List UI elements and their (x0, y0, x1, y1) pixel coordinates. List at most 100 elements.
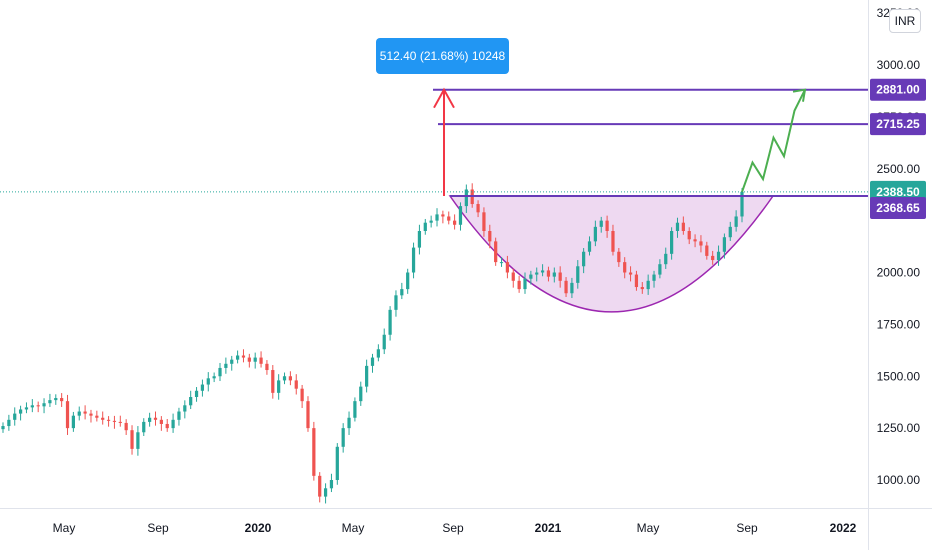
candle (458, 202, 463, 231)
candle-body (241, 355, 246, 358)
candle (617, 248, 621, 267)
candle-body (552, 272, 556, 277)
y-tick-label: 2500.00 (877, 162, 921, 176)
candle-body (42, 403, 46, 407)
candle-body (259, 357, 263, 364)
candle-body (148, 417, 152, 422)
candle (306, 396, 310, 432)
candle (494, 237, 498, 266)
candle-body (235, 355, 240, 360)
candle-body (628, 272, 633, 275)
candle-body (288, 376, 293, 381)
candle (400, 282, 404, 300)
candle (124, 419, 128, 435)
candle (142, 418, 146, 437)
candle-body (282, 376, 287, 381)
candle (376, 344, 380, 362)
candle-body (593, 226, 597, 242)
candle-body (623, 262, 627, 273)
candle-body (570, 282, 574, 294)
candle (740, 188, 744, 223)
candle-body (218, 367, 222, 377)
candle-body (159, 419, 163, 424)
candle-body (18, 409, 23, 414)
candle (277, 374, 281, 400)
candle (294, 374, 298, 395)
candle-body (417, 231, 422, 248)
candle-body (118, 421, 122, 423)
candle-body (341, 428, 345, 447)
candle-body (558, 272, 562, 281)
x-tick-label: 2022 (830, 521, 857, 535)
candle-body (740, 191, 744, 217)
candle-body (711, 255, 715, 261)
candle (406, 268, 410, 294)
candle (318, 472, 322, 503)
projection-path (741, 89, 806, 193)
candle (36, 401, 40, 413)
candle-body (95, 415, 99, 418)
candle (517, 275, 521, 293)
candle (60, 393, 64, 407)
candle-body (7, 419, 11, 427)
candle-body (253, 357, 257, 362)
candle-body (476, 204, 480, 213)
candle-body (300, 388, 304, 402)
candle (687, 227, 691, 245)
candle (241, 349, 246, 363)
candle (54, 394, 58, 405)
candle-body (77, 411, 81, 416)
candle-body (423, 222, 427, 231)
candle (288, 371, 293, 386)
y-tick-label: 2000.00 (877, 266, 921, 280)
candle-body (353, 401, 357, 418)
candle (218, 362, 222, 382)
candle (722, 233, 727, 259)
price-tag-label: 2715.25 (876, 117, 920, 131)
candle-body (705, 245, 709, 256)
candle (599, 216, 603, 233)
candle (95, 410, 99, 422)
candle-body (89, 413, 93, 416)
candle (13, 407, 17, 426)
candle (206, 372, 210, 392)
candle-body (529, 274, 533, 279)
currency-badge[interactable]: INR (889, 9, 921, 33)
candle-body (183, 405, 187, 412)
candle (476, 200, 480, 218)
candle (101, 411, 105, 425)
candle (136, 426, 140, 456)
candle-body (376, 349, 380, 358)
projection-arrow-head (792, 88, 807, 102)
candle-body (599, 220, 603, 227)
candle-body (277, 380, 281, 393)
price-tag-label: 2881.00 (876, 83, 920, 97)
candle-body (699, 241, 703, 246)
candle (681, 216, 685, 235)
candle (347, 411, 351, 435)
x-tick-label: 2020 (245, 521, 272, 535)
candle-body (71, 415, 75, 429)
candle-body (670, 231, 674, 254)
candle (370, 353, 375, 373)
candle (523, 272, 527, 294)
candle-body (658, 264, 662, 275)
candle (323, 483, 328, 504)
candle (312, 421, 316, 481)
candle-body (535, 272, 539, 275)
candle (640, 282, 644, 294)
candle-body (24, 407, 29, 410)
candle (177, 407, 181, 426)
candle (153, 411, 158, 426)
candle-body (335, 446, 339, 480)
candle (365, 359, 369, 393)
y-tick-label: 1750.00 (877, 317, 921, 331)
candle-body (488, 231, 492, 242)
candle (18, 405, 23, 421)
candle (212, 372, 216, 383)
candle (353, 397, 357, 422)
candle (435, 208, 439, 227)
candle-body (206, 378, 210, 385)
candle (48, 393, 52, 407)
